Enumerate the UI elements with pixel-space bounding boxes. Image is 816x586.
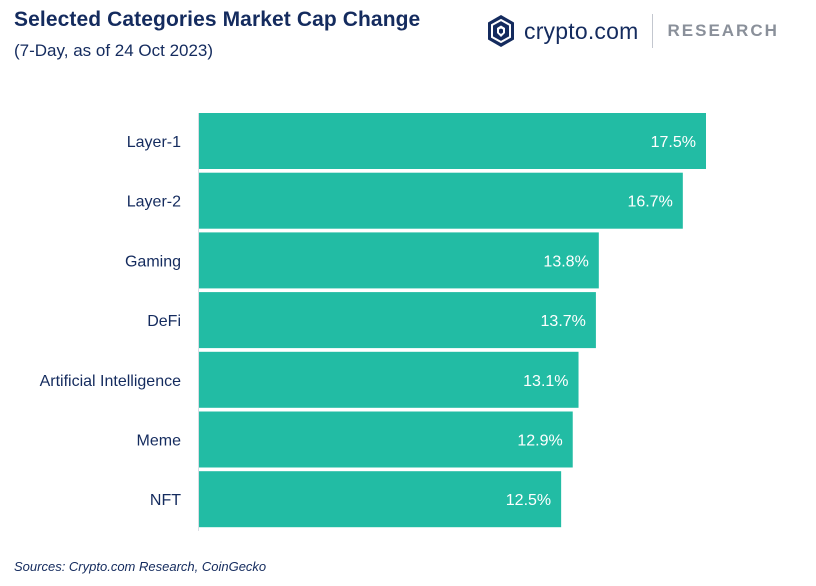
bar-meme: [199, 411, 573, 468]
category-label: Meme: [137, 433, 182, 450]
brand-logo: crypto.com RESEARCH: [486, 12, 779, 50]
value-label: 13.7%: [541, 313, 586, 330]
bar-layer-1: [199, 113, 706, 169]
brand-research-label: RESEARCH: [667, 21, 779, 40]
category-label: Artificial Intelligence: [40, 373, 182, 390]
value-label: 12.9%: [517, 433, 562, 450]
source-note: Sources: Crypto.com Research, CoinGecko: [14, 559, 267, 574]
value-label: 13.8%: [543, 253, 588, 270]
bar-nft: [199, 471, 562, 528]
brand-divider: [652, 14, 654, 48]
value-label: 16.7%: [627, 194, 672, 211]
chart-title: Selected Categories Market Cap Change: [14, 8, 421, 31]
brand-name: crypto.com: [524, 17, 639, 44]
bar-layer-2: [199, 172, 683, 229]
category-label: NFT: [150, 492, 181, 509]
value-label: 13.1%: [523, 373, 568, 390]
category-label: DeFi: [147, 313, 181, 330]
bar-artificial-intelligence: [199, 351, 579, 408]
value-label: 17.5%: [651, 134, 696, 151]
category-label: Layer-2: [127, 194, 181, 211]
category-label: Layer-1: [127, 134, 181, 151]
category-label: Gaming: [125, 253, 181, 270]
value-label: 12.5%: [506, 492, 551, 509]
chart-subtitle: (7-Day, as of 24 Oct 2023): [14, 41, 214, 60]
bar-defi: [199, 292, 596, 349]
bar-gaming: [199, 232, 599, 289]
crypto-com-lion-shield-icon: [488, 15, 514, 47]
